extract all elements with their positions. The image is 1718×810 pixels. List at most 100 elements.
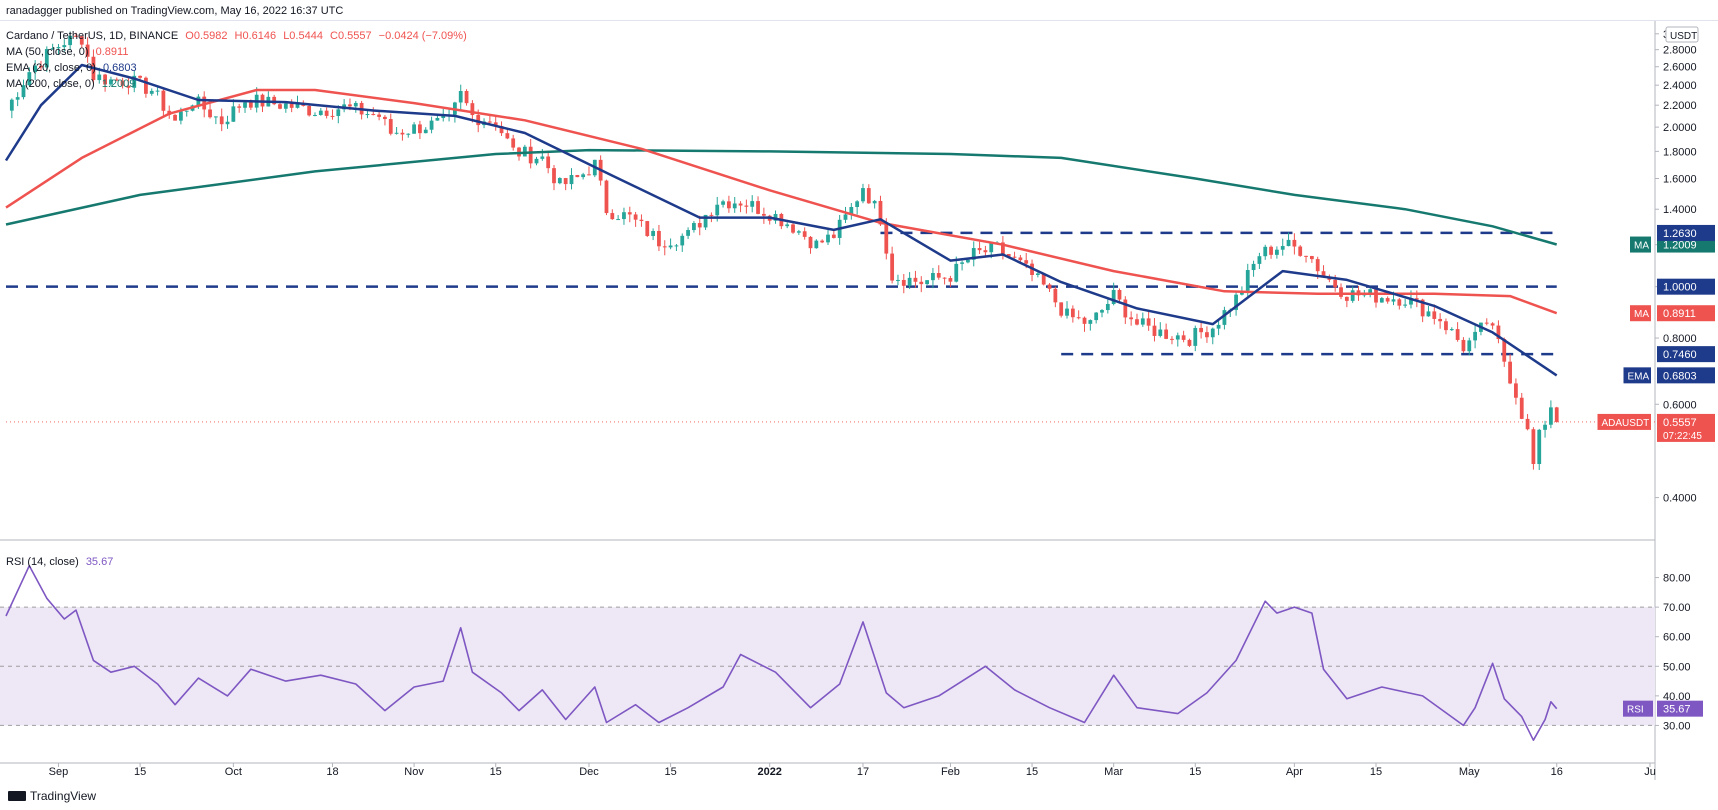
candle-body — [1344, 296, 1349, 301]
candle-body — [272, 96, 277, 105]
candle-body — [50, 48, 55, 50]
price-tick-label: 1.8000 — [1663, 146, 1697, 158]
candle-body — [581, 174, 586, 178]
candle-body — [557, 178, 562, 184]
candle-body — [528, 146, 533, 164]
candle-body — [756, 201, 760, 214]
ema20-value: 0.6803 — [102, 62, 137, 74]
candle-body — [39, 65, 43, 68]
candle-body — [441, 115, 446, 119]
top-border — [0, 20, 1718, 21]
candle-body — [575, 175, 580, 178]
candle-body — [1368, 289, 1373, 295]
ma200-label: MA (200, close, 0) — [6, 78, 95, 90]
candle-body — [954, 263, 959, 282]
candle-body — [948, 278, 953, 282]
time-tick-label: 15 — [664, 766, 676, 778]
candle-body — [225, 121, 230, 125]
candle-body — [1426, 311, 1431, 317]
tradingview-footer[interactable]: TradingView — [8, 789, 96, 803]
candle-body — [505, 133, 510, 139]
time-tick-label: Mar — [1104, 766, 1123, 778]
candle-body — [149, 90, 154, 94]
candle-body — [330, 115, 335, 117]
price-value-badge — [1657, 413, 1715, 442]
candle-body — [1292, 239, 1297, 247]
time-tick-label: 15 — [134, 766, 146, 778]
candle-body — [289, 103, 294, 108]
candle-body — [103, 74, 108, 85]
candle-body — [587, 174, 591, 176]
candle-body — [861, 188, 865, 202]
candle-body — [546, 156, 551, 169]
candle-body — [155, 90, 160, 92]
candle-body — [1111, 289, 1116, 304]
candle-body — [120, 80, 125, 86]
candle-body — [1455, 329, 1460, 340]
candle-body — [750, 201, 755, 207]
candle-body — [1053, 288, 1058, 303]
candle-body — [1385, 298, 1390, 302]
candle-body — [1409, 298, 1413, 305]
price-tick-label: 2.8000 — [1663, 45, 1697, 57]
candle-body — [9, 99, 14, 111]
ema20-legend[interactable]: EMA (20, close, 0) 0.6803 — [6, 62, 141, 74]
price-value-label: 1.2630 — [1663, 228, 1697, 240]
price-tag-label: MA — [1634, 241, 1649, 252]
candle-body — [1519, 397, 1524, 419]
time-tick-label: 16 — [1551, 766, 1563, 778]
candle-body — [348, 104, 352, 107]
tradingview-brand: TradingView — [30, 789, 97, 803]
rsi-tag-label: RSI — [1627, 705, 1644, 716]
candle-body — [785, 224, 790, 227]
candle-body — [855, 201, 860, 208]
candle-body — [429, 120, 434, 130]
price-tick-label: 1.4000 — [1663, 204, 1697, 216]
candle-body — [971, 248, 976, 260]
candle-body — [802, 231, 807, 237]
candle-body — [674, 245, 679, 247]
change-value: −0.0424 (−7.09%) — [378, 30, 467, 42]
price-value-label: 0.5557 — [1663, 417, 1697, 429]
candle-body — [1473, 331, 1478, 341]
candle-body — [1135, 319, 1139, 325]
candle-body — [1070, 308, 1075, 318]
candle-body — [1024, 260, 1029, 264]
candle-body — [1321, 271, 1326, 278]
candle-body — [919, 281, 924, 285]
candle-body — [1414, 298, 1419, 300]
rsi-value-label: 35.67 — [1663, 704, 1691, 716]
price-tag-badge — [1630, 305, 1651, 322]
price-value-badge — [1657, 278, 1715, 295]
candle-body — [1263, 246, 1268, 257]
candle-body — [622, 212, 626, 220]
candle-body — [313, 114, 317, 116]
candle-body — [651, 230, 656, 236]
candle-body — [1117, 289, 1122, 300]
candle-body — [1274, 249, 1279, 255]
candle-body — [1298, 246, 1303, 256]
ma200-legend[interactable]: MA (200, close, 0) 1.2009 — [6, 78, 139, 90]
candle-body — [552, 168, 556, 184]
time-tick-label: Apr — [1286, 766, 1303, 778]
tradingview-logo-icon — [8, 791, 26, 801]
rsi-tick-label: 40.00 — [1663, 691, 1691, 703]
price-tick-label: 2.6000 — [1663, 62, 1697, 74]
candle-body — [1374, 289, 1378, 303]
high-value: H0.6146 — [234, 30, 277, 42]
candle-body — [383, 116, 387, 120]
candle-body — [1379, 298, 1384, 303]
candle-body — [808, 236, 813, 249]
price-value-badge — [1657, 305, 1715, 322]
candle-body — [866, 188, 871, 204]
candle-body — [1333, 279, 1338, 288]
candle-body — [243, 102, 247, 108]
candle-body — [534, 158, 539, 164]
rsi-tick-label: 30.00 — [1663, 720, 1691, 732]
ma50-legend[interactable]: MA (50, close, 0) 0.8911 — [6, 46, 132, 58]
candle-body — [21, 85, 26, 98]
candle-body — [487, 121, 492, 123]
candle-body — [703, 214, 708, 228]
rsi-legend[interactable]: RSI (14, close) 35.67 — [6, 556, 117, 568]
ema20-label: EMA (20, close, 0) — [6, 62, 96, 74]
